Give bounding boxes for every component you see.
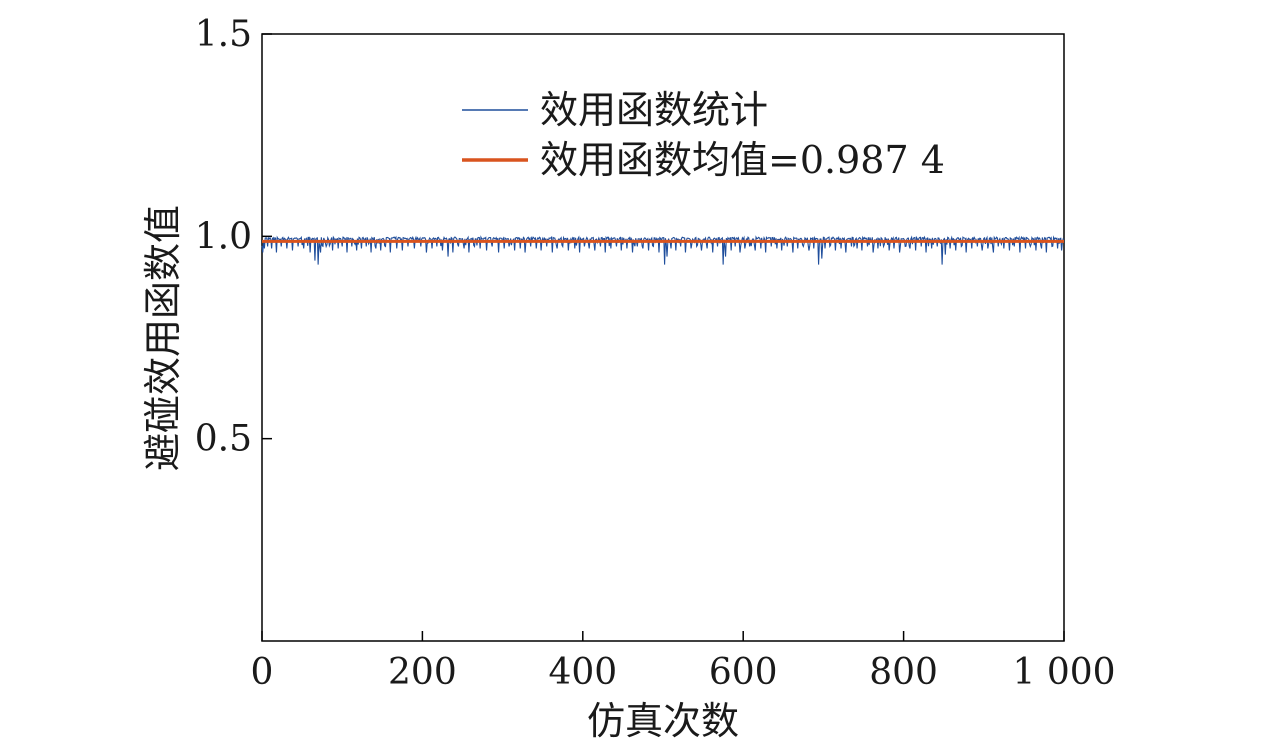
- legend-label-series-1: 效用函数统计: [540, 88, 768, 132]
- x-tick-label-4: 800: [869, 652, 938, 693]
- plot-frame: [261, 33, 1065, 642]
- y-tick-label-1: 1.0: [195, 216, 252, 257]
- x-axis: 0 200 400 600 800 1 000: [251, 631, 1116, 693]
- x-tick-label-0: 0: [251, 652, 274, 693]
- x-tick-label-3: 600: [709, 652, 778, 693]
- x-tick-label-1: 200: [388, 652, 457, 693]
- legend: 效用函数统计 效用函数均值=0.987 4: [462, 88, 945, 182]
- legend-label-series-2: 效用函数均值=0.987 4: [540, 138, 945, 182]
- y-tick-label-0: 0.5: [195, 419, 252, 460]
- x-tick-label-5: 1 000: [1012, 652, 1115, 693]
- x-axis-label: 仿真次数: [587, 699, 739, 743]
- x-tick-label-2: 400: [548, 652, 617, 693]
- y-axis-label: 避碰效用函数值: [141, 205, 185, 471]
- y-axis: 0.5 1.0 1.5: [195, 14, 272, 460]
- plot-series: [261, 235, 1065, 265]
- y-tick-label-2: 1.5: [195, 14, 252, 55]
